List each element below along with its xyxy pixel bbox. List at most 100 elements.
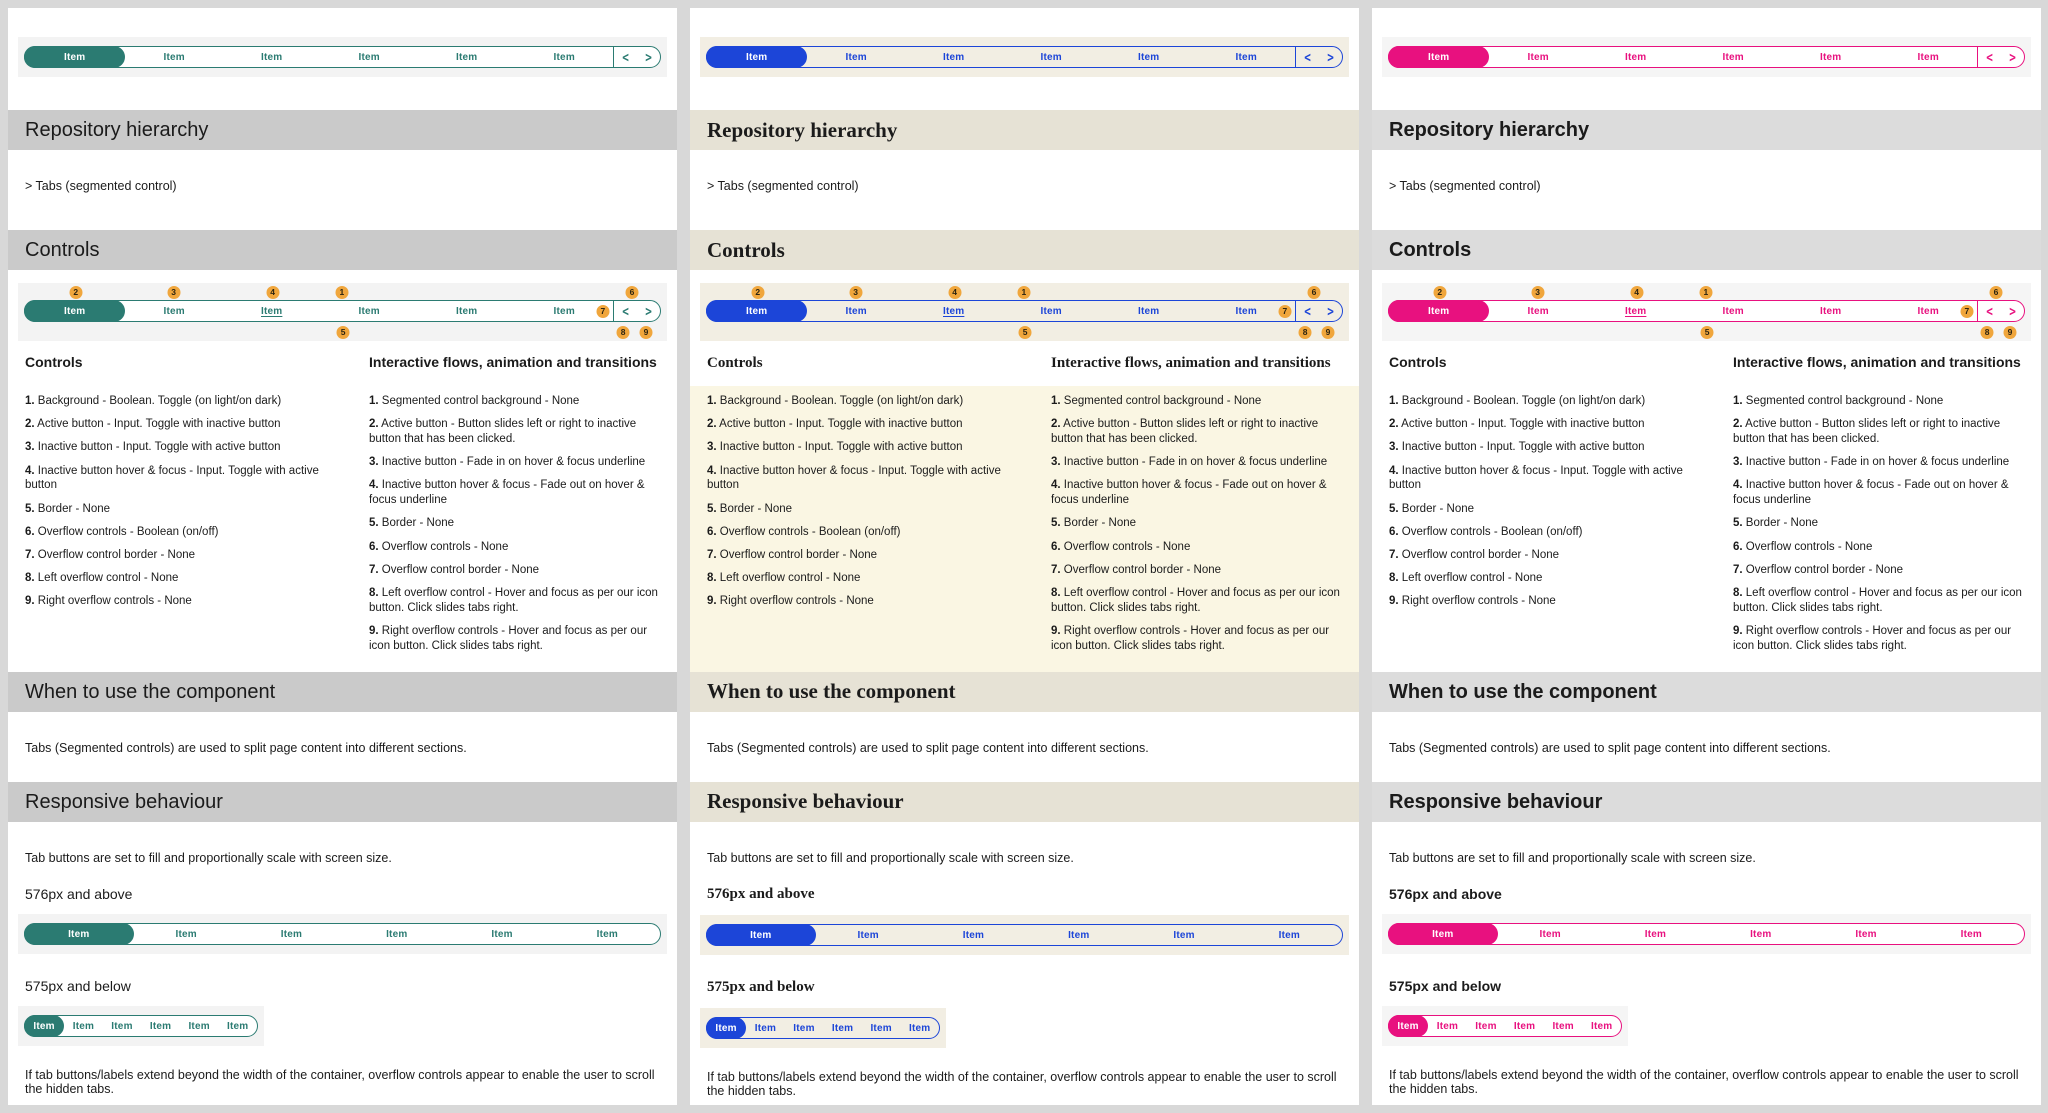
- tab-item[interactable]: Item: [227, 1020, 249, 1032]
- list-item-text: Active button - Button slides left or ri…: [369, 418, 637, 445]
- chevron-right-icon[interactable]: >: [645, 48, 652, 66]
- chevron-left-icon[interactable]: <: [622, 302, 629, 320]
- tab-item[interactable]: Item: [1722, 305, 1744, 317]
- tab-item[interactable]: Item: [1475, 1020, 1497, 1032]
- tab-item[interactable]: Item: [163, 51, 185, 63]
- list-item-text: Inactive button - Input. Toggle with act…: [34, 441, 281, 454]
- tab-item[interactable]: Item: [1527, 51, 1549, 63]
- list-item: 4. Inactive button hover & focus - Input…: [25, 464, 325, 493]
- chevron-left-icon[interactable]: <: [1304, 48, 1311, 66]
- tab-item[interactable]: Item: [1436, 1020, 1459, 1032]
- tab-item[interactable]: Item: [175, 928, 197, 940]
- tab-item[interactable]: Item: [1591, 1020, 1613, 1032]
- list-item-number: 5.: [25, 502, 35, 515]
- list-item-text: Left overflow control - Hover and focus …: [369, 586, 658, 614]
- tab-item-active[interactable]: Item: [24, 46, 126, 68]
- annotated-preview-zone: Item Item Item Item Item Item < >1 2 3 4 5 6 7 8 9: [8, 270, 677, 341]
- tab-item[interactable]: Item: [1855, 928, 1877, 940]
- chevron-right-icon[interactable]: >: [2009, 48, 2016, 66]
- list-item-text: Segmented control background - None: [1742, 395, 1944, 407]
- tab-item-active[interactable]: Item: [706, 300, 808, 322]
- annotation-badge: 3: [849, 286, 863, 299]
- tab-item[interactable]: Item: [1820, 51, 1842, 63]
- tab-item[interactable]: Item: [870, 1022, 892, 1034]
- chevron-left-icon[interactable]: <: [622, 48, 629, 66]
- tab-item-active[interactable]: Item: [24, 1015, 65, 1038]
- breadcrumb[interactable]: > Tabs (segmented control): [707, 179, 859, 193]
- chevron-left-icon[interactable]: <: [1986, 302, 1993, 320]
- tab-item[interactable]: Item: [1527, 305, 1549, 317]
- tab-item[interactable]: Item: [358, 51, 380, 63]
- tab-item[interactable]: Item: [909, 1022, 931, 1034]
- list-item-number: 3.: [1733, 456, 1743, 469]
- list-item: 2. Active button - Button slides left or…: [1051, 417, 1342, 446]
- tab-item[interactable]: Item: [845, 305, 867, 317]
- tab-item[interactable]: Item: [1138, 305, 1160, 317]
- tab-item-active[interactable]: Item: [1388, 1015, 1429, 1038]
- tab-item[interactable]: Item: [1539, 928, 1561, 940]
- tab-item[interactable]: Item: [943, 51, 965, 63]
- tab-item[interactable]: Item: [1513, 1020, 1536, 1032]
- tab-item[interactable]: Item: [1138, 51, 1160, 63]
- tab-item[interactable]: Item: [1960, 928, 1983, 940]
- tab-item[interactable]: Item: [1235, 305, 1257, 317]
- tab-item[interactable]: Item: [280, 928, 303, 940]
- breadcrumb[interactable]: > Tabs (segmented control): [25, 179, 177, 193]
- tab-item[interactable]: Item: [111, 1020, 133, 1032]
- tab-item[interactable]: Item: [72, 1020, 95, 1032]
- tab-item[interactable]: Item: [1917, 51, 1939, 63]
- tab-item-active[interactable]: Item: [24, 923, 134, 946]
- tab-item-active[interactable]: Item: [706, 924, 816, 947]
- tab-item[interactable]: Item: [261, 305, 283, 317]
- tab-item-active[interactable]: Item: [706, 1017, 747, 1040]
- tab-item[interactable]: Item: [149, 1020, 172, 1032]
- chevron-right-icon[interactable]: >: [1327, 302, 1334, 320]
- tab-item[interactable]: Item: [1552, 1020, 1574, 1032]
- breadcrumb[interactable]: > Tabs (segmented control): [1389, 179, 1541, 193]
- tab-item[interactable]: Item: [491, 928, 513, 940]
- tab-item[interactable]: Item: [553, 305, 575, 317]
- tab-item[interactable]: Item: [553, 51, 575, 63]
- tab-item-active[interactable]: Item: [1388, 46, 1490, 68]
- tab-item[interactable]: Item: [857, 929, 879, 941]
- tab-item[interactable]: Item: [1040, 51, 1062, 63]
- chevron-right-icon[interactable]: >: [2009, 302, 2016, 320]
- tab-item[interactable]: Item: [1917, 305, 1939, 317]
- list-item: 6. Overflow controls - None: [1733, 540, 2024, 555]
- tab-item[interactable]: Item: [1625, 51, 1647, 63]
- tab-item[interactable]: Item: [386, 928, 408, 940]
- tab-item[interactable]: Item: [1644, 928, 1667, 940]
- tab-item[interactable]: Item: [1068, 929, 1090, 941]
- tab-item[interactable]: Item: [188, 1020, 210, 1032]
- tab-item[interactable]: Item: [1235, 51, 1257, 63]
- chevron-left-icon[interactable]: <: [1304, 302, 1311, 320]
- tab-item[interactable]: Item: [261, 51, 283, 63]
- tab-item[interactable]: Item: [1278, 929, 1301, 941]
- tab-item[interactable]: Item: [1820, 305, 1842, 317]
- tab-item[interactable]: Item: [943, 305, 965, 317]
- tab-item-active[interactable]: Item: [24, 300, 126, 322]
- tab-item[interactable]: Item: [793, 1022, 815, 1034]
- tab-item[interactable]: Item: [1173, 929, 1195, 941]
- chevron-right-icon[interactable]: >: [645, 302, 652, 320]
- tab-item[interactable]: Item: [358, 305, 380, 317]
- tab-item[interactable]: Item: [1722, 51, 1744, 63]
- tab-item[interactable]: Item: [754, 1022, 777, 1034]
- tab-item[interactable]: Item: [596, 928, 619, 940]
- chevron-left-icon[interactable]: <: [1986, 48, 1993, 66]
- tab-item[interactable]: Item: [1750, 928, 1772, 940]
- tab-item-active[interactable]: Item: [1388, 923, 1498, 946]
- section-band-when-to-use: When to use the component: [8, 671, 677, 712]
- tab-item[interactable]: Item: [831, 1022, 854, 1034]
- tab-item[interactable]: Item: [1625, 305, 1647, 317]
- tab-item-active[interactable]: Item: [706, 46, 808, 68]
- tab-item[interactable]: Item: [456, 51, 478, 63]
- tab-item[interactable]: Item: [456, 305, 478, 317]
- tab-item[interactable]: Item: [1040, 305, 1062, 317]
- chevron-right-icon[interactable]: >: [1327, 48, 1334, 66]
- tab-item[interactable]: Item: [163, 305, 185, 317]
- tab-item[interactable]: Item: [962, 929, 985, 941]
- list-item-text: Right overflow controls - Hover and focu…: [369, 624, 648, 652]
- tab-item[interactable]: Item: [845, 51, 867, 63]
- tab-item-active[interactable]: Item: [1388, 300, 1490, 322]
